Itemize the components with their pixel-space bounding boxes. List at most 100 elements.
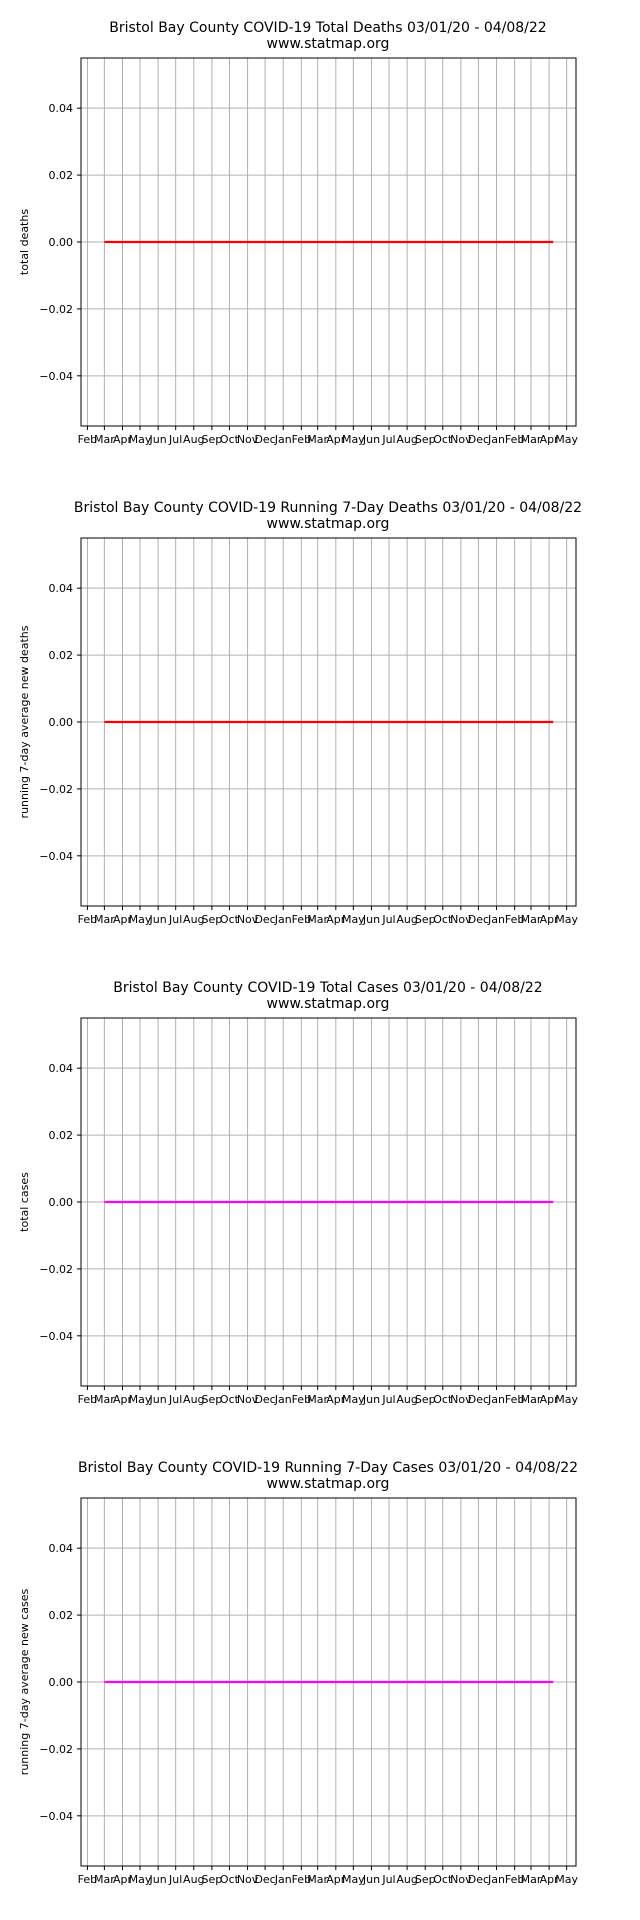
y-tick-label: 0.02 xyxy=(49,1609,74,1622)
x-tick-label: Mar xyxy=(521,1393,542,1406)
y-axis-label: running 7-day average new cases xyxy=(18,1589,31,1776)
x-tick-label: Dec xyxy=(254,1873,275,1886)
x-tick-label: Apr xyxy=(326,913,346,926)
x-tick-label: Mar xyxy=(307,1873,328,1886)
chart-panel-total-deaths: Bristol Bay County COVID-19 Total Deaths… xyxy=(0,0,640,480)
x-tick-label: Apr xyxy=(540,1873,560,1886)
x-tick-label: Mar xyxy=(94,913,115,926)
y-tick-label: −0.02 xyxy=(39,1743,73,1756)
x-tick-label: Oct xyxy=(220,913,240,926)
y-tick-label: 0.04 xyxy=(49,1062,74,1075)
x-tick-label: Sep xyxy=(415,1873,436,1886)
x-tick-label: Aug xyxy=(396,433,417,446)
x-tick-label: Nov xyxy=(450,1393,472,1406)
y-axis-label: total deaths xyxy=(18,209,31,275)
x-tick-label: Nov xyxy=(237,433,259,446)
x-tick-label: Jul xyxy=(381,433,395,446)
x-tick-label: May xyxy=(555,1393,578,1406)
x-tick-label: Aug xyxy=(183,1393,204,1406)
y-tick-label: 0.00 xyxy=(49,1676,74,1689)
y-tick-label: 0.04 xyxy=(49,102,74,115)
chart-title: Bristol Bay County COVID-19 Running 7-Da… xyxy=(74,500,582,516)
x-tick-label: Nov xyxy=(237,1873,259,1886)
x-tick-label: Oct xyxy=(433,433,453,446)
x-tick-label: Aug xyxy=(396,1873,417,1886)
x-tick-label: Feb xyxy=(78,913,97,926)
chart-running-cases: Bristol Bay County COVID-19 Running 7-Da… xyxy=(18,1460,579,1886)
chart-panel-running-deaths: Bristol Bay County COVID-19 Running 7-Da… xyxy=(0,480,640,960)
x-tick-label: Jun xyxy=(149,1393,167,1406)
x-tick-label: Dec xyxy=(468,433,489,446)
x-tick-label: Nov xyxy=(237,913,259,926)
x-tick-label: Mar xyxy=(94,1873,115,1886)
chart-subtitle: www.statmap.org xyxy=(267,996,390,1012)
x-tick-label: May xyxy=(555,913,578,926)
chart-title: Bristol Bay County COVID-19 Running 7-Da… xyxy=(78,1460,578,1476)
x-tick-label: Mar xyxy=(307,433,328,446)
chart-subtitle: www.statmap.org xyxy=(267,36,390,52)
y-tick-label: 0.02 xyxy=(49,649,74,662)
x-tick-label: Jul xyxy=(168,1393,182,1406)
x-tick-label: Aug xyxy=(396,1393,417,1406)
x-tick-label: Oct xyxy=(433,1873,453,1886)
x-tick-label: Dec xyxy=(468,1873,489,1886)
x-tick-label: May xyxy=(129,913,152,926)
x-tick-label: Feb xyxy=(292,1873,311,1886)
x-tick-label: Feb xyxy=(292,913,311,926)
x-tick-label: May xyxy=(555,433,578,446)
x-tick-label: Mar xyxy=(521,913,542,926)
x-tick-label: Jul xyxy=(381,913,395,926)
x-tick-label: Mar xyxy=(94,1393,115,1406)
x-tick-label: May xyxy=(555,1873,578,1886)
x-tick-label: Jul xyxy=(168,433,182,446)
x-tick-label: Jul xyxy=(381,1393,395,1406)
x-tick-label: Jan xyxy=(274,433,292,446)
x-tick-label: Sep xyxy=(415,913,436,926)
y-tick-label: 0.00 xyxy=(49,716,74,729)
x-tick-label: Dec xyxy=(254,433,275,446)
x-tick-label: Aug xyxy=(183,1873,204,1886)
x-tick-label: Feb xyxy=(505,1393,524,1406)
x-tick-label: May xyxy=(342,1873,365,1886)
x-tick-label: Apr xyxy=(540,913,560,926)
x-tick-label: Sep xyxy=(202,433,223,446)
x-tick-label: Jan xyxy=(274,1393,292,1406)
x-tick-label: Jun xyxy=(362,1873,380,1886)
x-tick-label: Mar xyxy=(521,433,542,446)
x-tick-label: Mar xyxy=(521,1873,542,1886)
y-axis-label: running 7-day average new deaths xyxy=(18,625,31,818)
x-tick-label: Dec xyxy=(468,1393,489,1406)
x-tick-label: May xyxy=(342,433,365,446)
x-tick-label: Mar xyxy=(307,1393,328,1406)
chart-panel-running-cases: Bristol Bay County COVID-19 Running 7-Da… xyxy=(0,1440,640,1920)
chart-title: Bristol Bay County COVID-19 Total Deaths… xyxy=(109,20,546,36)
y-tick-label: −0.04 xyxy=(39,1330,73,1343)
x-tick-label: Jun xyxy=(149,433,167,446)
x-tick-label: Nov xyxy=(450,913,472,926)
x-tick-label: Mar xyxy=(307,913,328,926)
x-tick-label: Aug xyxy=(183,913,204,926)
x-tick-label: Jan xyxy=(487,913,505,926)
x-tick-label: Dec xyxy=(254,913,275,926)
y-tick-label: 0.00 xyxy=(49,236,74,249)
x-tick-label: Jan xyxy=(274,913,292,926)
x-tick-label: Feb xyxy=(78,433,97,446)
x-tick-label: Apr xyxy=(540,433,560,446)
x-tick-label: Feb xyxy=(505,913,524,926)
x-tick-label: Jun xyxy=(362,1393,380,1406)
x-tick-label: Jul xyxy=(381,1873,395,1886)
x-tick-label: May xyxy=(342,913,365,926)
x-tick-label: Jun xyxy=(149,1873,167,1886)
x-tick-label: Feb xyxy=(505,1873,524,1886)
y-axis-label: total cases xyxy=(18,1172,31,1232)
chart-subtitle: www.statmap.org xyxy=(267,1476,390,1492)
y-tick-label: 0.02 xyxy=(49,1129,74,1142)
x-tick-label: May xyxy=(129,433,152,446)
x-tick-label: Oct xyxy=(433,1393,453,1406)
x-tick-label: Sep xyxy=(415,1393,436,1406)
chart-total-deaths: Bristol Bay County COVID-19 Total Deaths… xyxy=(18,20,579,446)
x-tick-label: Sep xyxy=(202,1393,223,1406)
y-tick-label: 0.04 xyxy=(49,582,74,595)
x-tick-label: Apr xyxy=(326,1393,346,1406)
x-tick-label: Feb xyxy=(78,1873,97,1886)
